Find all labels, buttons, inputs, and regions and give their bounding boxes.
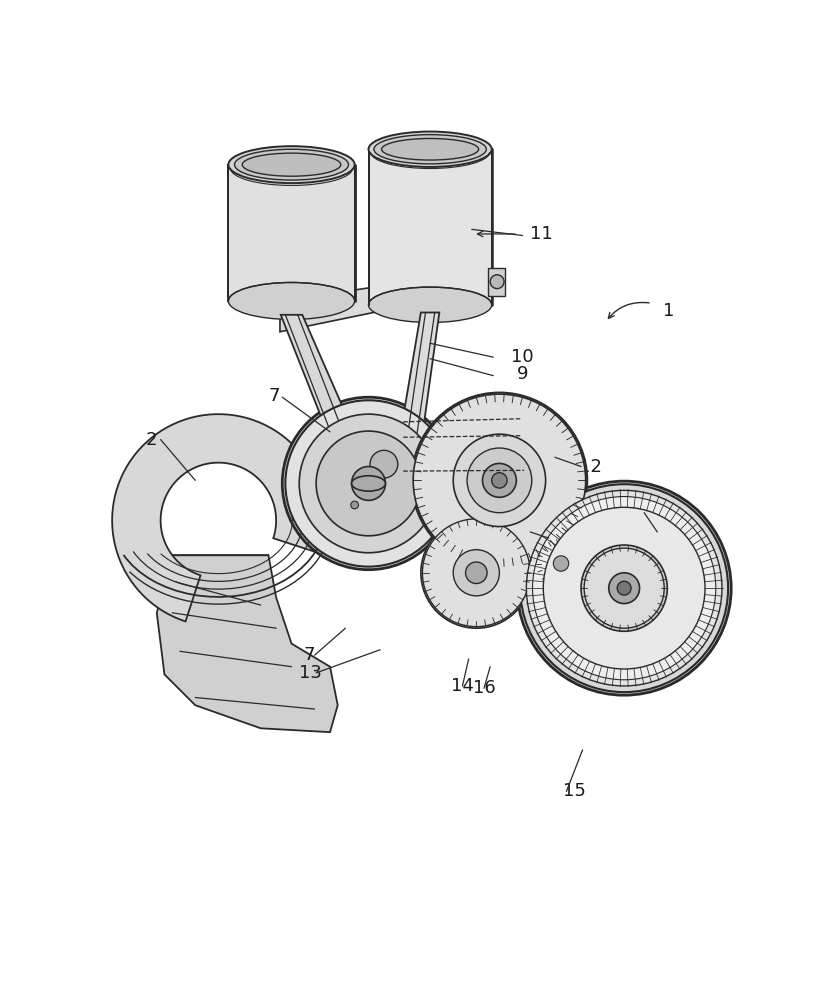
Text: 1: 1 — [662, 302, 674, 320]
Text: 9: 9 — [516, 365, 528, 383]
Circle shape — [298, 414, 437, 553]
Circle shape — [580, 545, 666, 631]
Circle shape — [543, 507, 704, 669]
Text: 7: 7 — [268, 387, 280, 405]
Circle shape — [370, 450, 397, 478]
Ellipse shape — [351, 476, 385, 491]
Ellipse shape — [374, 135, 486, 164]
Text: 18: 18 — [655, 521, 678, 539]
Text: 12: 12 — [579, 458, 601, 476]
Ellipse shape — [368, 132, 491, 167]
Polygon shape — [279, 282, 410, 332]
Circle shape — [482, 463, 516, 497]
Circle shape — [536, 539, 585, 588]
Text: 2: 2 — [145, 431, 157, 449]
Circle shape — [316, 431, 421, 536]
Text: 13: 13 — [549, 528, 572, 546]
Circle shape — [360, 476, 375, 491]
Circle shape — [466, 448, 531, 513]
Polygon shape — [112, 414, 324, 621]
Ellipse shape — [228, 146, 354, 183]
Circle shape — [553, 556, 568, 571]
Polygon shape — [156, 555, 337, 732]
Circle shape — [608, 573, 639, 604]
Text: 15: 15 — [563, 782, 585, 800]
Circle shape — [616, 581, 630, 595]
Text: 13: 13 — [299, 664, 322, 682]
Polygon shape — [228, 165, 354, 301]
Circle shape — [413, 394, 585, 567]
Circle shape — [532, 497, 715, 680]
Ellipse shape — [242, 153, 340, 176]
Text: 6: 6 — [518, 427, 530, 445]
Circle shape — [584, 548, 664, 628]
Circle shape — [452, 550, 499, 596]
Ellipse shape — [381, 138, 478, 160]
Circle shape — [422, 519, 529, 627]
Text: 7: 7 — [303, 646, 314, 664]
Circle shape — [282, 397, 454, 570]
Text: 10: 10 — [511, 348, 533, 366]
Polygon shape — [368, 149, 491, 305]
Circle shape — [350, 501, 358, 509]
Circle shape — [351, 466, 385, 500]
Circle shape — [452, 434, 545, 527]
Circle shape — [539, 542, 582, 585]
Circle shape — [526, 490, 721, 686]
Circle shape — [491, 473, 507, 488]
Circle shape — [520, 484, 727, 692]
Polygon shape — [487, 268, 504, 296]
Text: 14: 14 — [451, 677, 473, 695]
Text: 8: 8 — [522, 461, 533, 479]
Text: 11: 11 — [530, 225, 553, 243]
Ellipse shape — [228, 282, 354, 319]
Circle shape — [490, 275, 503, 289]
Circle shape — [421, 517, 531, 628]
Circle shape — [411, 393, 587, 568]
Circle shape — [465, 562, 487, 584]
Ellipse shape — [234, 149, 348, 180]
Circle shape — [285, 400, 451, 567]
Polygon shape — [395, 312, 439, 477]
Polygon shape — [280, 315, 365, 478]
Circle shape — [517, 481, 731, 695]
Ellipse shape — [368, 287, 491, 323]
Text: 4: 4 — [518, 410, 530, 428]
Text: 16: 16 — [472, 679, 495, 697]
